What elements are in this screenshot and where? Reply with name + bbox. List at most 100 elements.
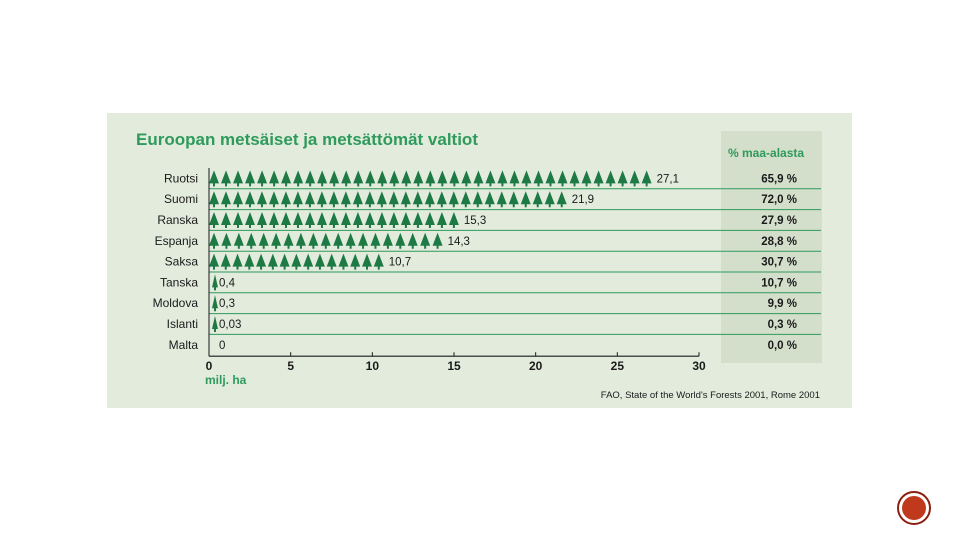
- value-label-ranska: 15,3: [464, 215, 486, 227]
- bar-saksa: [209, 253, 384, 270]
- percent-label-islanti: 0,3 %: [768, 319, 797, 331]
- tree-mark: [472, 191, 483, 208]
- tree-mark: [232, 212, 243, 228]
- tree-mark: [333, 232, 344, 249]
- tree-mark: [376, 212, 387, 228]
- tree-mark: [544, 191, 555, 208]
- percent-label-tanska: 10,7 %: [761, 277, 797, 289]
- tree-mark: [245, 170, 256, 187]
- tree-mark: [329, 170, 340, 187]
- tree-mark: [256, 212, 267, 228]
- percent-label-suomi: 72,0 %: [761, 194, 797, 206]
- x-axis: 0 5 10 15 20 25 30: [206, 168, 706, 373]
- tree-mark: [258, 232, 269, 249]
- tree-mark: [350, 253, 361, 270]
- tree-mark: [432, 232, 443, 249]
- tree-mark: [304, 191, 315, 208]
- tree-mark: [617, 170, 628, 187]
- value-label-suomi: 21,9: [572, 194, 594, 206]
- tree-mark: [484, 191, 495, 208]
- tree-mark: [352, 212, 363, 228]
- tree-mark: [314, 253, 325, 270]
- tree-mark: [209, 191, 219, 208]
- tree-mark: [352, 191, 363, 208]
- category-label-malta: Malta: [169, 338, 199, 352]
- tree-mark: [388, 212, 399, 228]
- tree-mark: [545, 170, 556, 187]
- tree-mark: [358, 232, 369, 249]
- tree-mark: [257, 170, 268, 187]
- tree-mark: [308, 232, 319, 249]
- tree-mark: [412, 212, 423, 228]
- tree-mark: [338, 253, 349, 270]
- tree-mark: [533, 170, 544, 187]
- tree-mark: [341, 170, 352, 187]
- tree-mark: [267, 253, 278, 270]
- tree-mark: [233, 232, 244, 249]
- value-label-moldova: 0,3: [219, 298, 235, 310]
- tree-mark: [220, 191, 231, 208]
- tree-mark: [271, 232, 282, 249]
- bar-islanti: [212, 316, 218, 332]
- tree-mark: [221, 232, 232, 249]
- tree-mark: [401, 170, 412, 187]
- tree-mark: [305, 170, 316, 187]
- percent-column-background: [721, 131, 822, 363]
- tree-mark: [316, 212, 327, 228]
- tree-mark: [370, 232, 381, 249]
- x-tick-label: 25: [611, 359, 625, 373]
- tree-mark: [365, 170, 376, 187]
- tree-mark: [389, 170, 400, 187]
- value-label-ruotsi: 27,1: [657, 173, 679, 185]
- x-tick-label: 30: [692, 359, 706, 373]
- value-label-tanska: 0,4: [219, 277, 236, 289]
- tree-mark: [425, 170, 436, 187]
- tree-mark: [364, 191, 375, 208]
- tree-mark: [496, 191, 507, 208]
- x-axis-label: milj. ha: [205, 373, 247, 387]
- tree-mark: [509, 170, 520, 187]
- tree-mark: [641, 170, 652, 187]
- tree-mark: [292, 212, 303, 228]
- value-label-espanja: 14,3: [448, 236, 470, 248]
- tree-mark: [209, 232, 219, 249]
- tree-mark: [557, 170, 568, 187]
- tree-mark: [395, 232, 406, 249]
- tree-mark: [436, 191, 447, 208]
- tree-mark: [268, 212, 279, 228]
- tree-mark: [400, 191, 411, 208]
- tree-mark: [569, 170, 580, 187]
- percent-label-malta: 0,0 %: [768, 340, 797, 352]
- tree-mark: [221, 170, 232, 187]
- tree-mark: [212, 316, 218, 332]
- tree-mark: [244, 253, 255, 270]
- tree-mark: [364, 212, 375, 228]
- tree-mark: [232, 253, 243, 270]
- category-label-espanja: Espanja: [155, 234, 199, 248]
- percent-label-ranska: 27,9 %: [761, 215, 797, 227]
- tree-mark: [508, 191, 519, 208]
- tree-mark: [303, 253, 314, 270]
- value-label-islanti: 0,03: [219, 319, 241, 331]
- tree-mark: [304, 212, 315, 228]
- tree-mark: [320, 232, 331, 249]
- tree-mark: [209, 212, 219, 228]
- tree-mark: [581, 170, 592, 187]
- trees-layer: [209, 170, 652, 332]
- tree-mark: [629, 170, 640, 187]
- percent-column-header: % maa-alasta: [728, 146, 804, 160]
- tree-mark: [292, 191, 303, 208]
- tree-mark: [220, 212, 231, 228]
- percent-label-ruotsi: 65,9 %: [761, 173, 797, 185]
- x-tick-label: 15: [447, 359, 461, 373]
- tree-mark: [556, 191, 567, 208]
- tree-mark: [521, 170, 532, 187]
- tree-mark: [424, 191, 435, 208]
- rows-layer: Ruotsi 27,1 65,9 % Suomi 21,9 72,0 % Ranska 15,…: [153, 171, 821, 352]
- category-label-moldova: Moldova: [153, 296, 199, 310]
- tree-mark: [520, 191, 531, 208]
- bar-suomi: [209, 191, 567, 208]
- tree-mark: [373, 253, 384, 270]
- tree-mark: [212, 295, 218, 312]
- category-label-ruotsi: Ruotsi: [164, 171, 198, 185]
